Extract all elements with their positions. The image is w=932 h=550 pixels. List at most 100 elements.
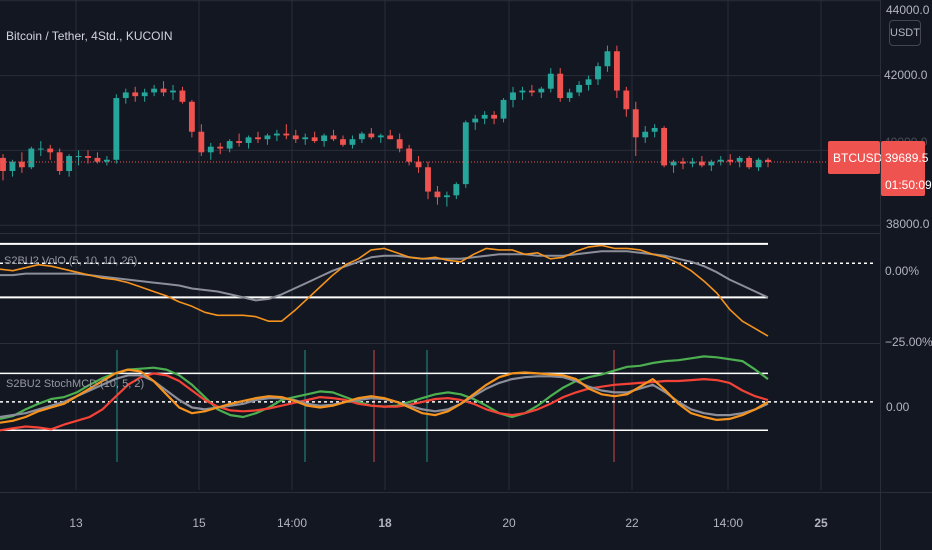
- candle-body[interactable]: [443, 195, 450, 198]
- indicator2-axis-zero: 0.00: [886, 400, 910, 414]
- candle-body[interactable]: [727, 159, 734, 162]
- candle-body[interactable]: [651, 127, 658, 132]
- candle-body[interactable]: [510, 92, 516, 100]
- candle-body[interactable]: [415, 161, 422, 168]
- time-axis-label: 14:00: [277, 516, 307, 530]
- candle-body[interactable]: [604, 51, 611, 67]
- time-axis-label: 13: [69, 516, 83, 530]
- candle-body[interactable]: [236, 141, 243, 143]
- candle-body[interactable]: [340, 139, 346, 145]
- candle-body[interactable]: [9, 161, 16, 172]
- candle-body[interactable]: [708, 161, 715, 166]
- candle-body[interactable]: [349, 139, 356, 145]
- candle-body[interactable]: [406, 148, 413, 162]
- candle-body[interactable]: [661, 127, 668, 166]
- candle-body[interactable]: [47, 148, 54, 153]
- candle-body[interactable]: [576, 84, 583, 93]
- vol-oscillator-line[interactable]: [0, 244, 769, 337]
- candle-body[interactable]: [179, 90, 186, 102]
- candle-body[interactable]: [519, 90, 526, 93]
- candle-body[interactable]: [566, 92, 573, 99]
- volume-oscillator-pane[interactable]: [0, 242, 875, 337]
- candle-body[interactable]: [37, 148, 44, 150]
- candle-body[interactable]: [160, 88, 167, 93]
- candle-body[interactable]: [547, 73, 554, 89]
- vol-signal-line[interactable]: [0, 250, 769, 302]
- candle-body[interactable]: [765, 159, 771, 163]
- candle-body[interactable]: [680, 161, 686, 164]
- candle-body[interactable]: [613, 51, 620, 91]
- candle-body[interactable]: [538, 88, 545, 93]
- candle-body[interactable]: [170, 90, 176, 93]
- candle-body[interactable]: [491, 114, 498, 119]
- candle-body[interactable]: [746, 157, 753, 168]
- stoch-red-line[interactable]: [0, 372, 769, 432]
- candle-body[interactable]: [330, 135, 337, 140]
- stoch-orange-line[interactable]: [0, 368, 769, 424]
- candle-body[interactable]: [755, 159, 762, 168]
- candle-body[interactable]: [207, 146, 214, 153]
- candle-body[interactable]: [188, 101, 195, 132]
- candle-body[interactable]: [151, 88, 158, 93]
- candle-body[interactable]: [245, 137, 252, 143]
- candle-body[interactable]: [453, 184, 460, 196]
- candle-body[interactable]: [623, 90, 630, 110]
- candle-body[interactable]: [122, 92, 129, 99]
- candle-body[interactable]: [321, 135, 328, 142]
- currency-unit-button[interactable]: USDT: [889, 20, 921, 46]
- indicator2-title[interactable]: S2BU2 StochMCD (10, 5, 2): [6, 378, 144, 390]
- candle-body[interactable]: [500, 99, 507, 119]
- candle-body[interactable]: [66, 156, 73, 172]
- candle-body[interactable]: [557, 73, 564, 99]
- candle-body[interactable]: [462, 122, 469, 185]
- symbol-title[interactable]: Bitcoin / Tether, 4Std., KUCOIN: [6, 29, 173, 43]
- candle-body[interactable]: [141, 92, 148, 97]
- candle-body[interactable]: [132, 92, 139, 97]
- candle-body[interactable]: [103, 159, 110, 162]
- last-price-symbol: BTCUSDT: [833, 151, 890, 165]
- candle-body[interactable]: [698, 161, 705, 166]
- candle-body[interactable]: [255, 137, 261, 140]
- candle-body[interactable]: [85, 156, 91, 158]
- candle-body[interactable]: [198, 131, 205, 153]
- candle-body[interactable]: [595, 66, 601, 80]
- candle-body[interactable]: [689, 161, 696, 164]
- candle-body[interactable]: [434, 191, 441, 198]
- candle-body[interactable]: [736, 157, 743, 162]
- candlestick-series[interactable]: [0, 45, 828, 207]
- candle-body[interactable]: [642, 131, 649, 138]
- indicator1-title[interactable]: S2BU2 VolO (5, 10, 10, 26): [4, 255, 137, 267]
- candle-body[interactable]: [273, 133, 280, 136]
- candle-body[interactable]: [585, 79, 592, 85]
- candle-body[interactable]: [481, 114, 488, 119]
- candle-body[interactable]: [368, 133, 375, 138]
- candle-body[interactable]: [283, 133, 290, 136]
- candle-body[interactable]: [94, 157, 101, 162]
- candle-body[interactable]: [358, 133, 365, 140]
- candle-body[interactable]: [311, 137, 318, 142]
- candle-body[interactable]: [56, 152, 63, 172]
- candle-body[interactable]: [292, 135, 299, 140]
- candle-body[interactable]: [28, 148, 35, 168]
- stoch-macd-pane[interactable]: [0, 350, 875, 462]
- candle-body[interactable]: [396, 139, 403, 149]
- candle-body[interactable]: [377, 135, 384, 138]
- time-axis[interactable]: 13 15 14:00 18 20 22 14:00 25: [69, 516, 828, 530]
- candle-body[interactable]: [75, 156, 82, 158]
- candle-body[interactable]: [113, 98, 120, 160]
- candle-body[interactable]: [717, 159, 724, 162]
- candle-body[interactable]: [302, 137, 309, 140]
- candle-body[interactable]: [18, 161, 25, 168]
- candle-body[interactable]: [670, 161, 677, 166]
- candle-body[interactable]: [0, 157, 6, 172]
- candle-body[interactable]: [264, 135, 271, 140]
- candle-body[interactable]: [217, 146, 224, 149]
- candle-body[interactable]: [528, 90, 535, 93]
- candle-body[interactable]: [226, 141, 233, 149]
- candle-body[interactable]: [472, 118, 479, 123]
- candle-body[interactable]: [632, 109, 639, 138]
- candle-body[interactable]: [425, 167, 431, 192]
- candle-body[interactable]: [387, 135, 394, 140]
- grid-lines: [0, 0, 880, 490]
